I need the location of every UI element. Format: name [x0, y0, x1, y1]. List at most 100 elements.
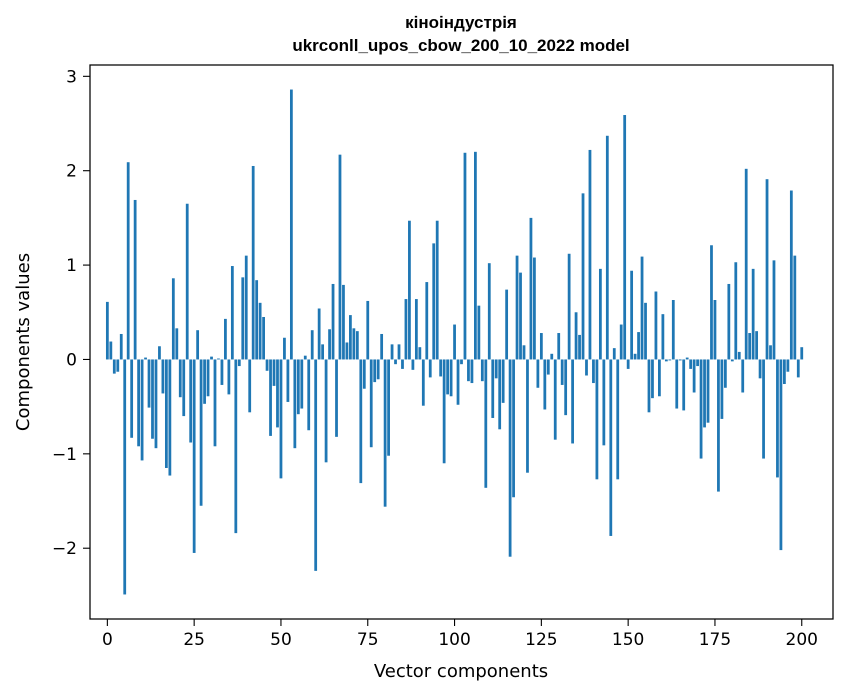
bar-73	[359, 359, 363, 484]
bar-116	[508, 359, 512, 557]
bar-154	[640, 256, 644, 360]
bar-180	[730, 359, 734, 362]
bar-38	[237, 359, 241, 367]
bar-193	[776, 359, 779, 478]
bar-196	[786, 359, 790, 372]
bar-197	[789, 190, 793, 360]
bar-2	[112, 359, 116, 374]
bar-104	[467, 359, 470, 382]
bar-51	[283, 337, 286, 360]
bar-71	[352, 328, 356, 360]
bar-123	[533, 257, 536, 360]
bar-136	[578, 334, 581, 360]
x-tick-label-100: 100	[438, 630, 470, 650]
bar-42	[251, 165, 255, 360]
bar-125	[539, 333, 543, 360]
bar-39	[241, 277, 245, 360]
bar-189	[762, 359, 765, 459]
bar-93	[428, 359, 432, 378]
bar-25	[192, 359, 196, 553]
bar-6	[126, 162, 130, 360]
bar-140	[592, 359, 595, 384]
bar-92	[425, 282, 429, 360]
bar-78	[376, 359, 380, 380]
x-tick-label-150: 150	[612, 630, 644, 650]
bar-109	[484, 359, 488, 488]
bar-69	[345, 342, 349, 360]
bar-113	[498, 359, 502, 430]
bar-175	[713, 300, 717, 360]
bar-167	[685, 357, 689, 360]
bar-124	[536, 359, 540, 388]
bar-110	[487, 263, 491, 360]
bar-179	[727, 283, 731, 360]
bar-144	[605, 135, 609, 360]
bar-46	[265, 359, 269, 371]
x-tick-label-75: 75	[357, 630, 379, 650]
x-ticks-group: 0 25 50 75 100 125 150 175 200	[102, 619, 818, 650]
bar-8	[133, 199, 137, 360]
bar-122	[529, 217, 533, 360]
bar-21	[178, 359, 182, 398]
bar-9	[137, 359, 140, 447]
bar-97	[442, 359, 446, 464]
bar-44	[258, 302, 262, 360]
bar-186	[751, 268, 755, 360]
bar-129	[553, 359, 557, 440]
bar-74	[362, 359, 366, 389]
bar-87	[408, 220, 411, 360]
bar-101	[456, 359, 460, 405]
bar-133	[567, 253, 571, 360]
bar-64	[328, 329, 331, 360]
y-axis-label: Components values	[13, 253, 34, 431]
bar-36	[230, 266, 234, 360]
bar-80	[383, 359, 387, 507]
bar-85	[401, 359, 404, 369]
bar-19	[171, 278, 175, 360]
bar-153	[637, 332, 640, 360]
bar-86	[404, 299, 408, 360]
bar-164	[675, 359, 679, 409]
bar-151	[630, 270, 634, 360]
bar-108	[480, 359, 484, 382]
bar-14	[154, 359, 158, 449]
bar-70	[349, 315, 352, 360]
bar-32	[217, 358, 220, 360]
bar-13	[151, 359, 154, 439]
bar-53	[289, 89, 293, 360]
bar-183	[741, 359, 745, 393]
bar-26	[196, 330, 200, 360]
bars-group	[105, 89, 804, 595]
bar-59	[310, 330, 314, 360]
bar-156	[647, 359, 651, 413]
bar-17	[164, 359, 168, 468]
bar-52	[286, 359, 290, 402]
bar-20	[175, 328, 179, 360]
bar-152	[633, 353, 637, 360]
bar-100	[453, 324, 456, 360]
bar-48	[272, 359, 276, 386]
y-tick-label--2: −2	[52, 539, 77, 559]
bar-128	[550, 353, 554, 360]
bar-15	[158, 346, 161, 360]
bar-131	[560, 359, 564, 385]
x-tick-label-0: 0	[102, 630, 113, 650]
bar-114	[501, 359, 505, 403]
bar-169	[692, 359, 696, 393]
bar-67	[338, 154, 342, 360]
bar-166	[682, 359, 686, 411]
bar-155	[644, 302, 647, 360]
bar-134	[571, 359, 574, 444]
bar-138	[585, 359, 588, 376]
bar-28	[203, 359, 206, 404]
bar-142	[598, 268, 602, 360]
bar-170	[696, 359, 699, 367]
bar-105	[470, 359, 474, 384]
bar-75	[366, 300, 370, 360]
bar-91	[421, 359, 425, 406]
bar-61	[317, 308, 321, 360]
x-tick-label-125: 125	[525, 630, 557, 650]
bar-88	[411, 359, 415, 370]
bar-96	[439, 359, 443, 377]
bar-23	[185, 203, 189, 360]
